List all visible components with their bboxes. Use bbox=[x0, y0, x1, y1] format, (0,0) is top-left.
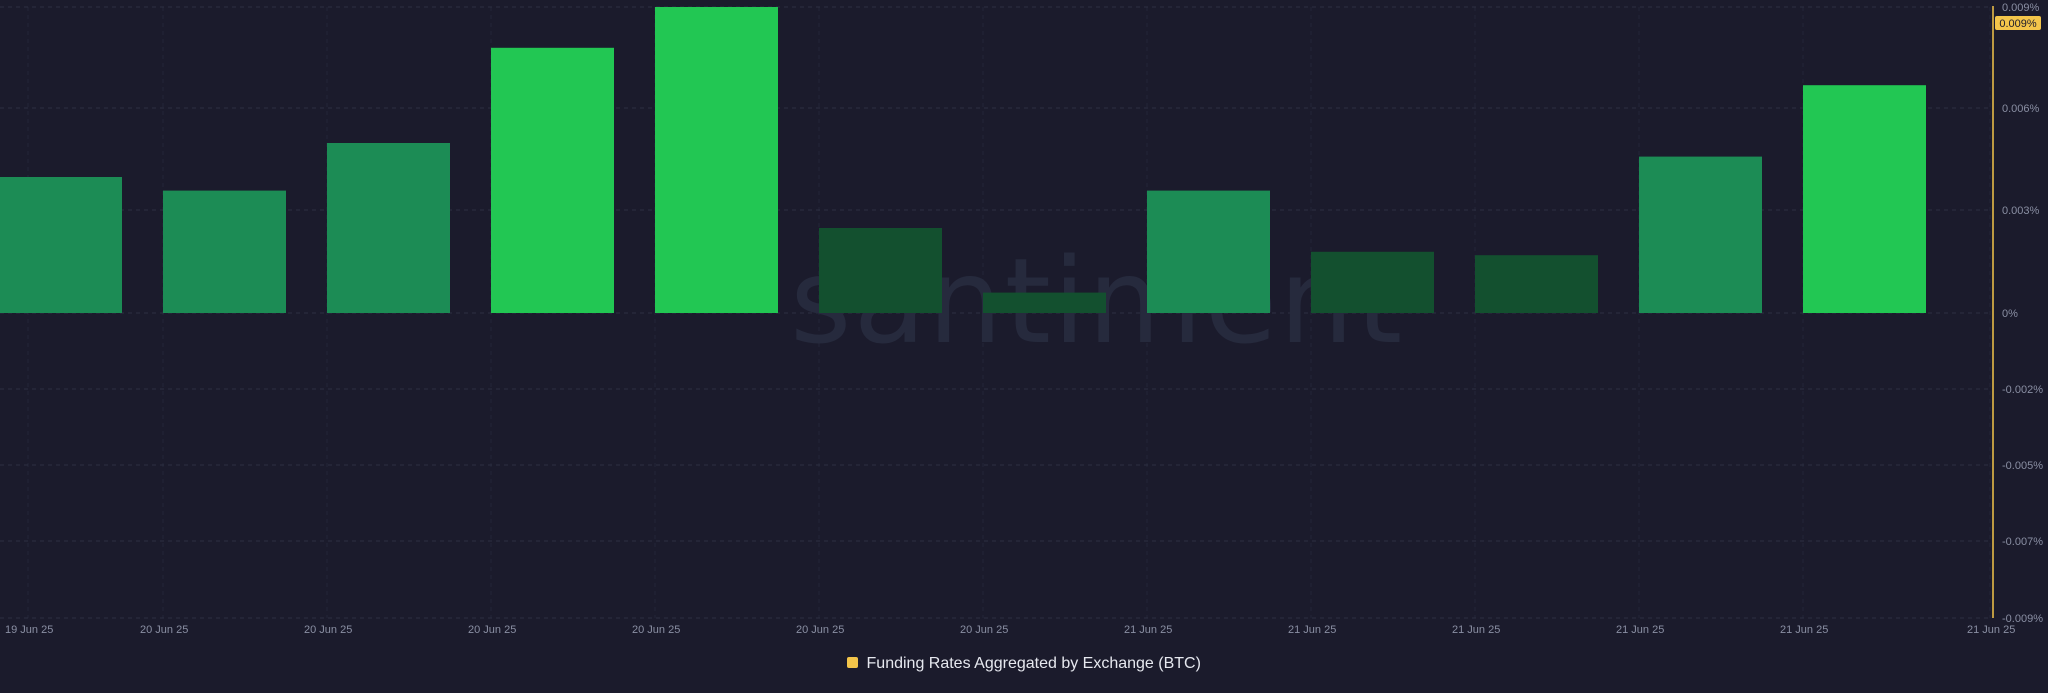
bar[interactable] bbox=[1147, 190, 1270, 313]
x-axis-ticks: 19 Jun 25 20 Jun 25 20 Jun 25 20 Jun 25 20 J… bbox=[5, 624, 2015, 636]
x-tick-label: 20 Jun 25 bbox=[468, 624, 516, 636]
y-tick-label: 0% bbox=[2002, 308, 2018, 320]
bar[interactable] bbox=[1639, 156, 1762, 313]
bar[interactable] bbox=[983, 292, 1106, 313]
current-value-badge-text: 0.009% bbox=[1999, 18, 2037, 30]
x-tick-label: 19 Jun 25 bbox=[5, 624, 53, 636]
x-tick-label: 20 Jun 25 bbox=[304, 624, 352, 636]
y-tick-label: -0.002% bbox=[2002, 384, 2043, 396]
bar[interactable] bbox=[655, 7, 778, 313]
y-tick-label: -0.007% bbox=[2002, 536, 2043, 548]
bars bbox=[0, 7, 1926, 314]
x-tick-label: 20 Jun 25 bbox=[140, 624, 188, 636]
x-tick-label: 21 Jun 25 bbox=[1616, 624, 1664, 636]
x-tick-label: 20 Jun 25 bbox=[632, 624, 680, 636]
bar[interactable] bbox=[1803, 85, 1926, 313]
x-tick-label: 21 Jun 25 bbox=[1780, 624, 1828, 636]
current-value-badge: 0.009% bbox=[1995, 16, 2041, 30]
legend-label: Funding Rates Aggregated by Exchange (BT… bbox=[866, 655, 1201, 672]
y-axis-ticks: 0.009% 0.006% 0.003% 0% -0.002% -0.005% -0.007… bbox=[2002, 2, 2043, 625]
x-tick-label: 21 Jun 25 bbox=[1967, 624, 2015, 636]
bar[interactable] bbox=[491, 47, 614, 314]
x-tick-label: 21 Jun 25 bbox=[1452, 624, 1500, 636]
x-tick-label: 20 Jun 25 bbox=[796, 624, 844, 636]
x-tick-label: 20 Jun 25 bbox=[960, 624, 1008, 636]
legend-swatch bbox=[847, 657, 859, 668]
y-tick-label: -0.009% bbox=[2002, 613, 2043, 625]
bar[interactable] bbox=[327, 143, 450, 313]
y-tick-label: 0.006% bbox=[2002, 103, 2040, 115]
bar[interactable] bbox=[163, 190, 286, 313]
y-tick-label: -0.005% bbox=[2002, 460, 2043, 472]
y-tick-label: 0.009% bbox=[2002, 2, 2040, 14]
chart-legend[interactable]: Funding Rates Aggregated by Exchange (BT… bbox=[0, 655, 2048, 673]
x-tick-label: 21 Jun 25 bbox=[1124, 624, 1172, 636]
bar[interactable] bbox=[819, 228, 942, 313]
x-tick-label: 21 Jun 25 bbox=[1288, 624, 1336, 636]
bar[interactable] bbox=[0, 177, 122, 313]
bar[interactable] bbox=[1475, 255, 1598, 313]
y-tick-label: 0.003% bbox=[2002, 205, 2040, 217]
bar[interactable] bbox=[1311, 251, 1434, 313]
